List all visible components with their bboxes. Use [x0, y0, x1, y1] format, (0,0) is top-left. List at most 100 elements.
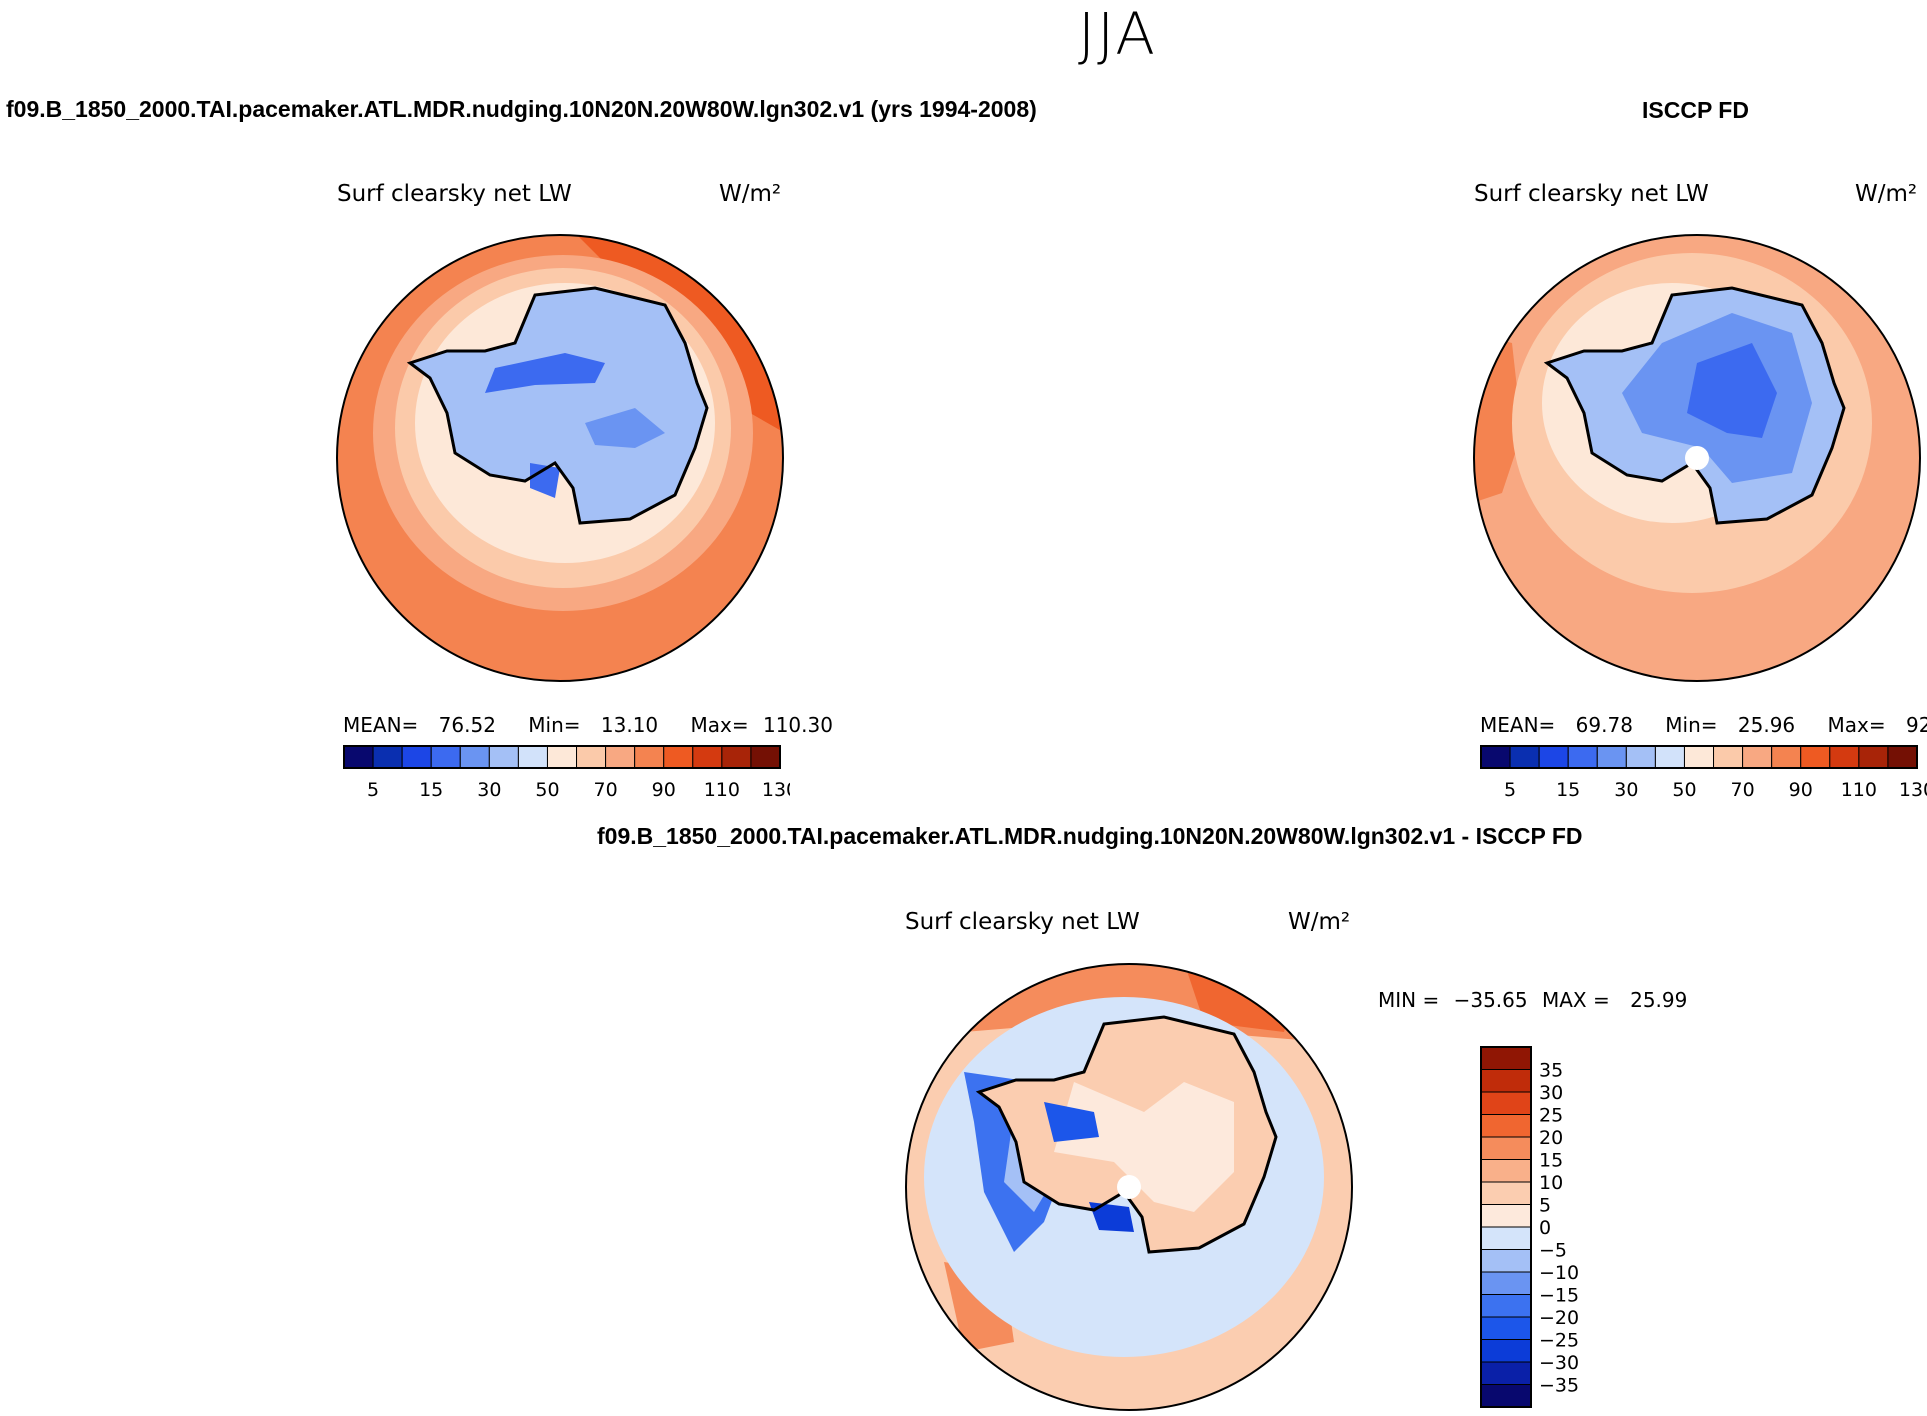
diff-colorbar-tick-label: 5 — [1539, 1195, 1551, 1217]
model-max-label: Max= — [690, 713, 749, 737]
diff-colorbar-swatch — [1480, 1159, 1532, 1183]
model-max-value: 110.30 — [762, 713, 833, 737]
colorbar-swatch — [372, 745, 403, 769]
obs-mean-label: MEAN= — [1480, 713, 1556, 737]
panel-model-stats: MEAN= 76.52 Min= 13.10 Max= 110.30 — [343, 713, 833, 737]
colorbar-swatch — [1742, 745, 1773, 769]
colorbar-tick-label: 15 — [419, 779, 443, 801]
diff-colorbar-tick-label: −20 — [1539, 1307, 1579, 1329]
diff-colorbar-swatch — [1480, 1316, 1532, 1340]
colorbar-swatch — [576, 745, 607, 769]
diff-colorbar-tick-label: 25 — [1539, 1105, 1563, 1127]
diff-colorbar-tick-label: 15 — [1539, 1150, 1563, 1172]
diff-colorbar-swatch — [1480, 1136, 1532, 1160]
colorbar-swatch — [1567, 745, 1598, 769]
panel-diff-variable-title: Surf clearsky net LW — [905, 909, 1140, 935]
colorbar-swatch — [517, 745, 548, 769]
obs-title: ISCCP FD — [1642, 97, 1749, 123]
colorbar-swatch — [343, 745, 374, 769]
colorbar-swatch — [663, 745, 694, 769]
map1-interior-low — [485, 353, 605, 393]
diff-colorbar-tick-label: 10 — [1539, 1172, 1563, 1194]
colorbar-tick-label: 5 — [367, 779, 379, 801]
model-mean-value: 76.52 — [438, 713, 496, 737]
colorbar-tick-label: 90 — [1789, 779, 1813, 801]
obs-min-label: Min= — [1665, 713, 1718, 737]
colorbar-swatch — [1480, 745, 1511, 769]
colorbar-swatch — [605, 745, 636, 769]
diff-colorbar-swatch — [1480, 1249, 1532, 1273]
diff-colorbar-frame — [1480, 1046, 1532, 1408]
colorbar-swatch — [1800, 745, 1831, 769]
map2-interior-low — [1687, 343, 1777, 438]
colorbar-swatch — [634, 745, 665, 769]
map3-weddell-blue — [1044, 1102, 1099, 1142]
diff-colorbar-swatch — [1480, 1181, 1532, 1205]
colorbar-tick-label: 70 — [594, 779, 618, 801]
colorbar-frame — [1480, 745, 1918, 769]
diff-colorbar-swatch — [1480, 1384, 1532, 1408]
panel-obs-units: W/m² — [1855, 181, 1918, 207]
diff-colorbar-tick-label: −15 — [1539, 1285, 1579, 1307]
panel-obs-colorbar: 5 15 30 50 70 90 110 130 — [1480, 745, 1927, 801]
diff-max-label: MAX = — [1541, 988, 1610, 1012]
model-min-label: Min= — [528, 713, 581, 737]
colorbar-swatch — [1713, 745, 1744, 769]
obs-min-value: 25.96 — [1737, 713, 1796, 737]
panel-obs-stats: MEAN= 69.78 Min= 25.96 Max= 92.99 — [1480, 713, 1927, 737]
colorbar-swatch — [430, 745, 461, 769]
model-min-value: 13.10 — [600, 713, 659, 737]
colorbar-tick-label: 50 — [1672, 779, 1696, 801]
panel-model-variable-title: Surf clearsky net LW — [337, 181, 572, 207]
colorbar-swatch — [1829, 745, 1860, 769]
diff-colorbar-swatch — [1480, 1114, 1532, 1138]
diff-colorbar-tick-label: 30 — [1539, 1082, 1563, 1104]
map3-ross-deep-blue — [1089, 1202, 1134, 1232]
diff-colorbar-tick-label: 20 — [1539, 1127, 1563, 1149]
map1-antarctica-interior — [410, 288, 707, 523]
map2-coast — [1543, 286, 1846, 525]
colorbar-swatch — [546, 745, 578, 769]
panel-model-units: W/m² — [719, 181, 782, 207]
difference-title: f09.B_1850_2000.TAI.pacemaker.ATL.MDR.nu… — [597, 823, 1583, 849]
map1-interior-low2 — [585, 408, 665, 448]
diff-colorbar-swatch — [1480, 1204, 1532, 1228]
diff-colorbar-swatch — [1480, 1091, 1532, 1115]
map3-boundary — [905, 963, 1353, 1411]
obs-max-value: 92.99 — [1905, 713, 1927, 737]
diff-colorbar-tick-label: −5 — [1539, 1240, 1567, 1262]
map1-coast — [406, 286, 709, 525]
diff-max-value: 25.99 — [1630, 988, 1688, 1012]
panel-diff-units: W/m² — [1288, 909, 1351, 935]
panel-obs-variable-title: Surf clearsky net LW — [1474, 181, 1709, 207]
panel-model-colorbar: 5 15 30 50 70 90 110 130 — [343, 745, 790, 801]
season-title: JJA — [1078, 0, 1157, 68]
diff-colorbar-tick-label: −25 — [1539, 1330, 1579, 1352]
panel-diff-map — [905, 963, 1353, 1411]
panel-model-map — [336, 234, 784, 682]
colorbar-swatch — [459, 745, 490, 769]
model-case-title: f09.B_1850_2000.TAI.pacemaker.ATL.MDR.nu… — [6, 96, 1037, 122]
colorbar-swatch — [1858, 745, 1889, 769]
map3-pole-hole — [1117, 1175, 1141, 1199]
panel-obs-map — [1473, 234, 1921, 682]
colorbar-frame — [343, 745, 781, 769]
diff-colorbar-tick-label: 35 — [1539, 1060, 1563, 1082]
panel-diff-stats: MIN = −35.65 MAX = 25.99 — [1378, 988, 1687, 1012]
colorbar-tick-label: 130 — [762, 779, 790, 801]
map3-coast — [975, 1015, 1278, 1254]
colorbar-swatch — [721, 745, 752, 769]
colorbar-tick-label: 110 — [1841, 779, 1877, 801]
map2-boundary — [1473, 234, 1921, 682]
colorbar-swatch — [750, 745, 781, 769]
model-mean-label: MEAN= — [343, 713, 419, 737]
colorbar-swatch — [1625, 745, 1656, 769]
colorbar-swatch — [1771, 745, 1802, 769]
colorbar-swatch — [488, 745, 519, 769]
colorbar-swatch — [1596, 745, 1627, 769]
diff-min-value: −35.65 — [1453, 988, 1528, 1012]
diff-min-label: MIN = — [1378, 988, 1440, 1012]
diff-colorbar-swatch — [1480, 1294, 1532, 1318]
diff-colorbar-tick-label: 0 — [1539, 1217, 1551, 1239]
